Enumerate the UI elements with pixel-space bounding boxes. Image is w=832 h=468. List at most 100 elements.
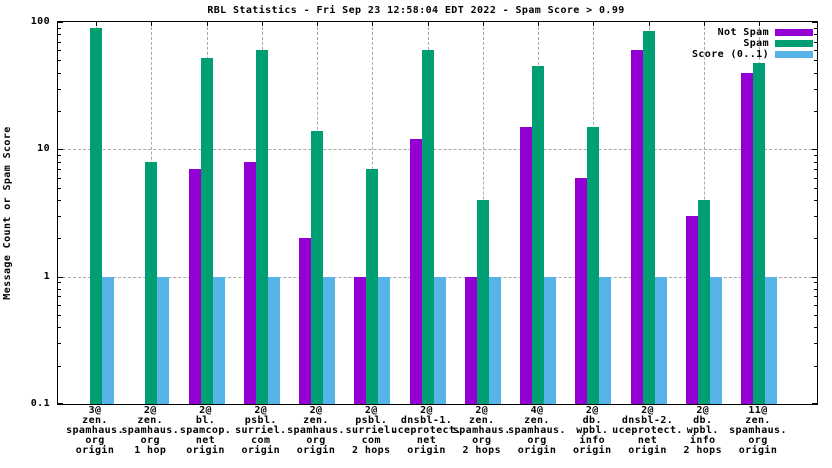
- y-minor-tick: [58, 169, 61, 171]
- bar-score-0-1-: [267, 276, 280, 404]
- bar-score-0-1-: [709, 276, 722, 404]
- y-gridline: [58, 149, 817, 151]
- legend-swatch: [775, 51, 813, 58]
- x-category-label: 2@ db. wpbl. info 2 hops: [683, 405, 723, 456]
- y-minor-tick: [814, 238, 817, 240]
- y-minor-tick: [58, 343, 61, 345]
- bar-not-spam: [464, 276, 477, 404]
- y-major-tick: [58, 403, 63, 404]
- bar-not-spam: [243, 161, 256, 404]
- bar-spam: [366, 169, 379, 404]
- x-top-tick: [206, 22, 208, 26]
- y-minor-tick: [58, 41, 61, 43]
- y-minor-tick: [814, 88, 817, 90]
- y-minor-tick: [814, 304, 817, 306]
- y-tick-label: 10: [37, 143, 50, 155]
- y-minor-tick: [58, 88, 61, 90]
- bar-not-spam: [409, 139, 422, 404]
- y-minor-tick: [814, 314, 817, 316]
- legend-swatch: [775, 40, 813, 47]
- bar-score-0-1-: [488, 276, 501, 404]
- y-minor-tick: [814, 41, 817, 43]
- y-minor-tick: [58, 34, 61, 36]
- y-minor-tick: [814, 34, 817, 36]
- bar-spam: [90, 27, 102, 404]
- x-top-tick: [261, 22, 263, 26]
- bar-score-0-1-: [599, 276, 612, 404]
- bar-spam: [311, 130, 323, 404]
- y-minor-tick: [814, 111, 817, 112]
- y-minor-tick: [814, 296, 817, 298]
- x-top-tick: [593, 22, 595, 26]
- bar-score-0-1-: [654, 276, 667, 404]
- y-minor-tick: [814, 289, 817, 290]
- y-major-tick: [58, 22, 63, 23]
- y-minor-tick: [58, 200, 61, 201]
- x-top-tick: [538, 22, 539, 26]
- bar-spam: [421, 50, 434, 404]
- legend-row: Score (0..1): [692, 49, 813, 60]
- bar-not-spam: [354, 276, 367, 404]
- y-minor-tick: [814, 50, 817, 52]
- y-minor-tick: [58, 111, 61, 112]
- y-major-tick: [812, 149, 817, 151]
- y-minor-tick: [58, 314, 61, 316]
- y-major-tick: [58, 149, 63, 151]
- x-category-label: 2@ zen. spamhaus. org 1 hop: [121, 405, 180, 456]
- legend: Not Spam Spam Score (0..1): [692, 27, 813, 60]
- y-minor-tick: [58, 50, 61, 52]
- y-minor-tick: [58, 27, 61, 29]
- plot-area: Not Spam Spam Score (0..1): [57, 21, 818, 405]
- bar-spam: [532, 66, 544, 404]
- bar-not-spam: [520, 126, 532, 404]
- y-minor-tick: [58, 177, 61, 179]
- x-category-label: 2@ zen. spamhaus. org 2 hops: [452, 405, 511, 456]
- bar-spam: [697, 200, 710, 404]
- y-tick-label: 100: [30, 16, 50, 27]
- bar-spam: [476, 200, 489, 404]
- x-top-tick: [427, 22, 429, 26]
- x-top-tick: [151, 22, 153, 26]
- y-minor-tick: [814, 282, 817, 284]
- y-major-tick: [58, 276, 63, 278]
- x-top-tick: [648, 22, 650, 26]
- y-axis-label: Message Count or Spam Score: [2, 126, 13, 300]
- bar-score-0-1-: [544, 276, 556, 404]
- y-minor-tick: [814, 343, 817, 345]
- bar-score-0-1-: [433, 276, 446, 404]
- x-top-tick: [96, 22, 97, 26]
- bar-spam: [753, 62, 765, 404]
- x-top-tick: [482, 22, 484, 26]
- y-minor-tick: [814, 177, 817, 179]
- bar-spam: [145, 161, 158, 404]
- legend-label: Spam: [743, 38, 769, 49]
- y-tick-label: 0.1: [30, 398, 50, 409]
- x-category-label: 11@ zen. spamhaus. org origin: [729, 405, 787, 456]
- y-tick-label: 1: [43, 270, 50, 282]
- y-minor-tick: [814, 60, 817, 62]
- y-major-tick: [812, 22, 817, 23]
- x-top-tick: [703, 22, 705, 26]
- y-minor-tick: [814, 27, 817, 29]
- y-minor-tick: [814, 327, 817, 329]
- chart-title: RBL Statistics - Fri Sep 23 12:58:04 EDT…: [207, 5, 625, 16]
- y-minor-tick: [58, 161, 61, 163]
- legend-swatch: [775, 29, 813, 36]
- bar-score-0-1-: [378, 276, 391, 404]
- y-minor-tick: [58, 72, 61, 74]
- y-minor-tick: [58, 215, 61, 217]
- x-top-tick: [759, 22, 760, 26]
- legend-row: Spam: [692, 38, 813, 49]
- bar-score-0-1-: [102, 276, 114, 404]
- x-top-tick: [372, 22, 374, 26]
- y-minor-tick: [58, 60, 61, 62]
- legend-label: Score (0..1): [691, 49, 769, 60]
- legend-label: Not Spam: [717, 27, 769, 38]
- y-minor-tick: [58, 296, 61, 298]
- bar-score-0-1-: [323, 276, 335, 404]
- bar-spam: [200, 58, 213, 404]
- x-category-label: 2@ dnsbl-2. uceprotect. net origin: [612, 405, 683, 456]
- y-minor-tick: [58, 155, 61, 157]
- y-minor-tick: [58, 289, 61, 290]
